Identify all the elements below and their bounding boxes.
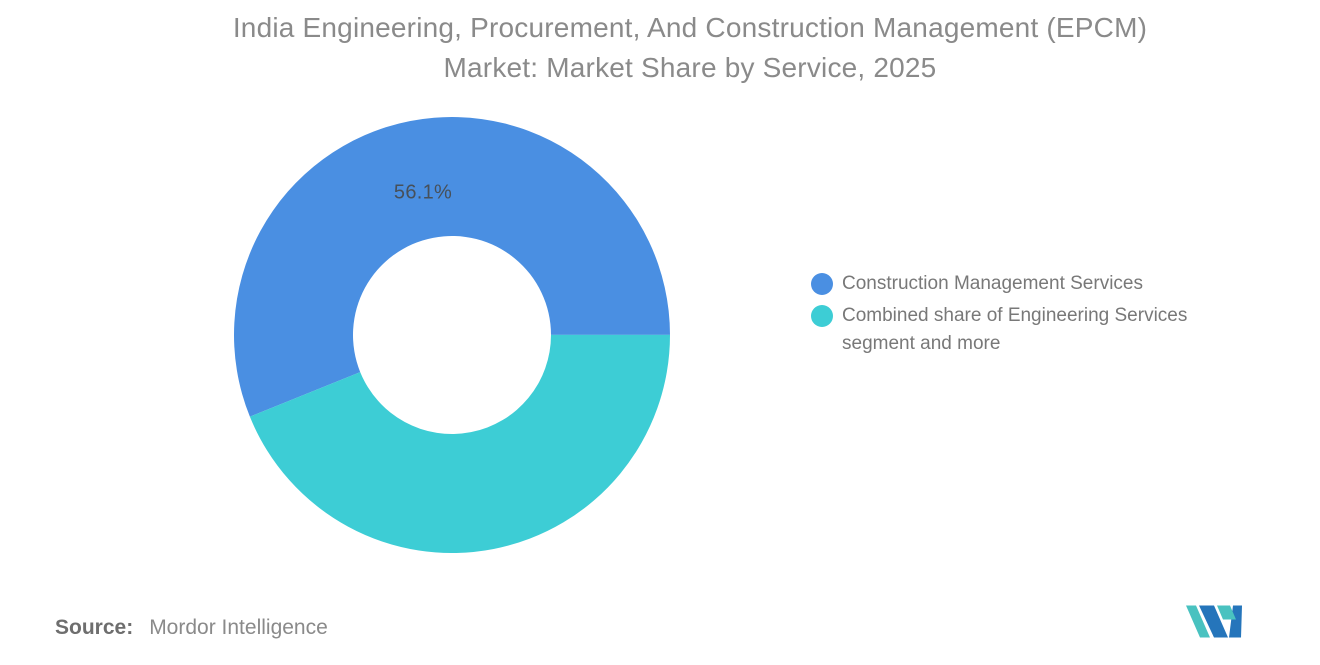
mordor-intelligence-logo bbox=[1186, 605, 1242, 638]
source-label: Source: bbox=[55, 616, 134, 639]
donut-chart-svg bbox=[234, 117, 670, 553]
donut-slice-0 bbox=[234, 117, 670, 417]
chart-title-line1: India Engineering, Procurement, And Cons… bbox=[232, 12, 1148, 43]
legend-item-label: Combined share of Engineering Services s… bbox=[842, 305, 1188, 354]
chart-title: India Engineering, Procurement, And Cons… bbox=[60, 8, 1320, 88]
donut-chart: 56.1% bbox=[234, 117, 670, 553]
legend-item-engineering-services: Combined share of Engineering Services s… bbox=[811, 302, 1254, 358]
legend-item-label: Construction Management Services bbox=[842, 273, 1143, 294]
source-value: Mordor Intelligence bbox=[149, 616, 328, 639]
legend-dot-blue-icon bbox=[811, 273, 833, 295]
slice-data-label: 56.1% bbox=[393, 181, 453, 204]
legend-dot-teal-icon bbox=[811, 305, 833, 327]
logo-left-leg-shape bbox=[1186, 605, 1210, 638]
legend-item-construction-management: Construction Management Services bbox=[811, 270, 1254, 298]
logo-upper-right-shape bbox=[1217, 605, 1236, 620]
source-note: Source: Mordor Intelligence bbox=[55, 614, 328, 642]
chart-legend: Construction Management Services Combine… bbox=[811, 270, 1254, 362]
logo-main-diagonal-shape bbox=[1199, 605, 1228, 638]
donut-slice-1 bbox=[249, 334, 670, 553]
chart-title-line2: Market: Market Share by Service, 2025 bbox=[443, 52, 937, 83]
